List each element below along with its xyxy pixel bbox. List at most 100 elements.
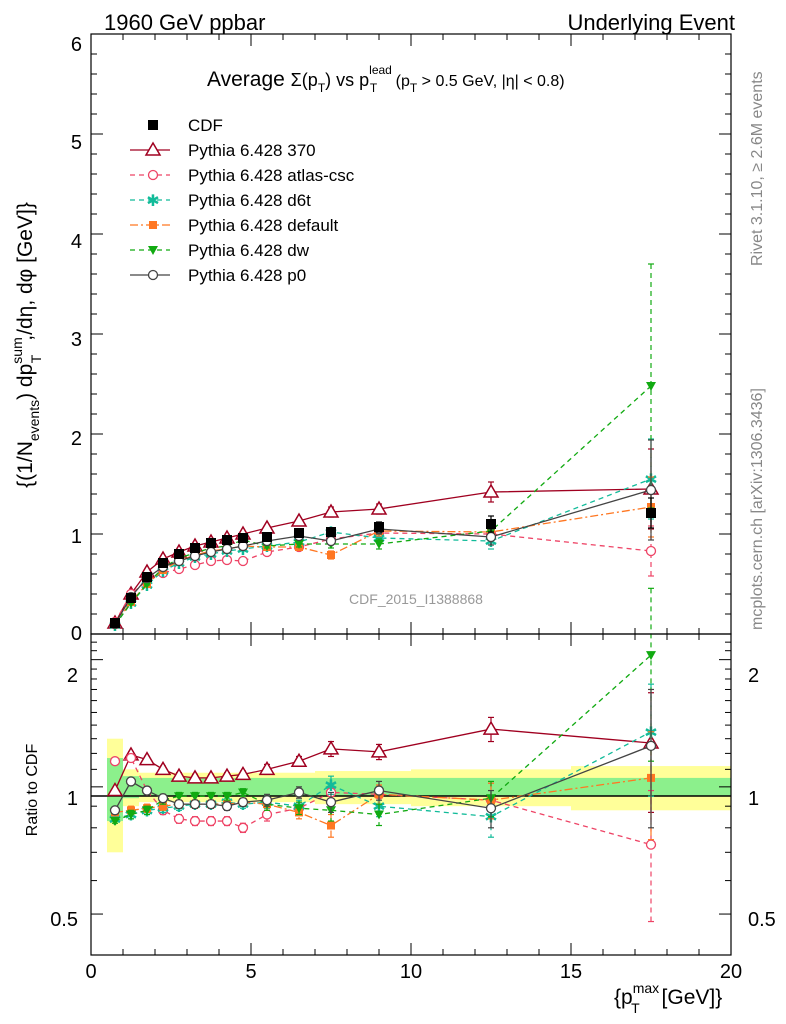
ratio-ytick-label-0p5: 0.5	[50, 909, 78, 931]
ytick-label-4: 4	[71, 231, 82, 253]
data-point	[237, 797, 249, 808]
ratio-panel: ✱✱✱✱✱✱✱✱✱✱✱✱✱✱✱ 2 1 0.5 2 1 0.5 Ratio to…	[24, 587, 776, 1016]
ratio-stat-band	[155, 777, 171, 797]
main-yticklabels: 0 1 2 3 4 5 6	[71, 34, 82, 645]
legend-marker: ✱	[146, 193, 159, 210]
main-panel: 0 1 2 3 4 5 6 {(1/Nevents) dpsum T,/dη, d…	[9, 33, 732, 645]
data-point	[189, 815, 201, 827]
legend-marker	[147, 269, 159, 281]
data-point	[482, 483, 500, 498]
legend-label-atlas-csc: Pythia 6.428 atlas-csc	[188, 166, 355, 185]
data-point	[154, 760, 172, 776]
data-point	[142, 806, 152, 816]
data-point	[294, 804, 304, 814]
legend: CDF Pythia 6.428 370 Pythia 6.428 atlas-…	[130, 116, 355, 285]
xtick-label-5: 5	[245, 961, 256, 983]
data-point	[221, 815, 233, 827]
rivet-label: Rivet 3.1.10, ≥ 2.6M events	[749, 71, 766, 266]
data-point	[645, 740, 657, 752]
xtick-label-15: 15	[560, 961, 582, 983]
data-point	[138, 751, 156, 766]
data-point	[221, 543, 233, 555]
data-point	[262, 532, 272, 542]
legend-label-dw: Pythia 6.428 dw	[188, 241, 310, 260]
xtick-label-10: 10	[400, 961, 422, 983]
data-point	[170, 767, 188, 782]
legend-marker	[147, 169, 159, 181]
data-point	[238, 533, 248, 543]
data-point	[293, 787, 305, 798]
data-point	[222, 792, 232, 802]
data-point	[159, 802, 167, 811]
data-point	[126, 810, 136, 820]
ratio-ylabel: Ratio to CDF	[24, 744, 41, 837]
data-point	[126, 593, 136, 603]
mcplots-label: mcplots.cern.ch [arXiv:1306.3436]	[749, 388, 766, 630]
data-point	[327, 821, 335, 830]
data-point	[258, 760, 276, 776]
data-point	[294, 540, 304, 549]
data-point	[205, 815, 217, 827]
ratio-stat-band	[219, 777, 235, 797]
series-pythia-6-428-p0	[109, 688, 657, 829]
data-point	[290, 752, 308, 767]
data-point	[157, 793, 169, 804]
xtick-label-0: 0	[85, 961, 96, 983]
data-point	[290, 512, 308, 527]
data-point	[646, 382, 656, 391]
ytick-label-6: 6	[71, 34, 82, 56]
data-point	[645, 545, 657, 557]
data-point	[482, 720, 500, 735]
data-point	[142, 572, 152, 582]
data-point	[106, 782, 124, 797]
series-pythia-6-428-dw	[110, 263, 656, 630]
ratio-ytick-label-0p5-right: 0.5	[748, 909, 776, 931]
data-point	[189, 799, 201, 810]
data-point	[485, 531, 497, 543]
ratio-stat-band	[171, 777, 187, 797]
data-point	[110, 817, 120, 827]
data-point	[237, 822, 249, 833]
ratio-stat-band	[251, 777, 283, 797]
main-ylabel: {(1/Nevents) dpsum T,/dη, dφ [GeV]}	[9, 202, 44, 488]
data-point	[370, 743, 388, 758]
data-point	[141, 785, 153, 796]
ytick-label-1: 1	[71, 526, 82, 548]
x-axis-label: {pmax T [GeV]}	[614, 980, 722, 1016]
data-point	[261, 795, 273, 806]
analysis-watermark: CDF_2015_I1388868	[349, 591, 483, 607]
chart-title: Average Σ(pT) vs plead T (pT > 0.5 GeV, |…	[207, 63, 565, 95]
series-cdf	[110, 497, 656, 628]
data-point	[325, 535, 337, 547]
legend-label-default: Pythia 6.428 default	[188, 216, 339, 235]
ratio-series: ✱✱✱✱✱✱✱✱✱✱✱✱✱✱✱	[106, 587, 660, 923]
ytick-label-3: 3	[71, 329, 82, 351]
data-point: ✱	[324, 778, 337, 795]
data-point	[173, 813, 185, 824]
ratio-ytick-label-2: 2	[67, 665, 78, 687]
data-point	[110, 618, 120, 628]
data-point	[221, 554, 233, 566]
data-point	[109, 756, 121, 767]
data-point	[645, 839, 657, 850]
data-point	[325, 797, 337, 808]
ytick-label-5: 5	[71, 132, 82, 154]
data-point	[218, 767, 236, 782]
data-point	[326, 527, 336, 537]
series-line	[114, 385, 652, 626]
legend-marker	[149, 221, 157, 229]
data-point	[205, 799, 217, 810]
data-point	[646, 508, 656, 518]
data-point	[322, 503, 340, 518]
data-point	[237, 555, 249, 567]
data-point	[222, 535, 232, 545]
data-point	[206, 538, 216, 548]
series-pythia-6-428-d6t: ✱✱✱✱✱✱✱✱✱✱✱✱✱✱✱	[108, 683, 658, 838]
data-point	[190, 543, 200, 553]
ytick-label-2: 2	[71, 428, 82, 450]
xtick-label-20: 20	[720, 961, 742, 983]
data-point	[322, 740, 340, 755]
data-point	[206, 792, 216, 802]
data-point	[374, 810, 384, 820]
data-point	[294, 528, 304, 538]
